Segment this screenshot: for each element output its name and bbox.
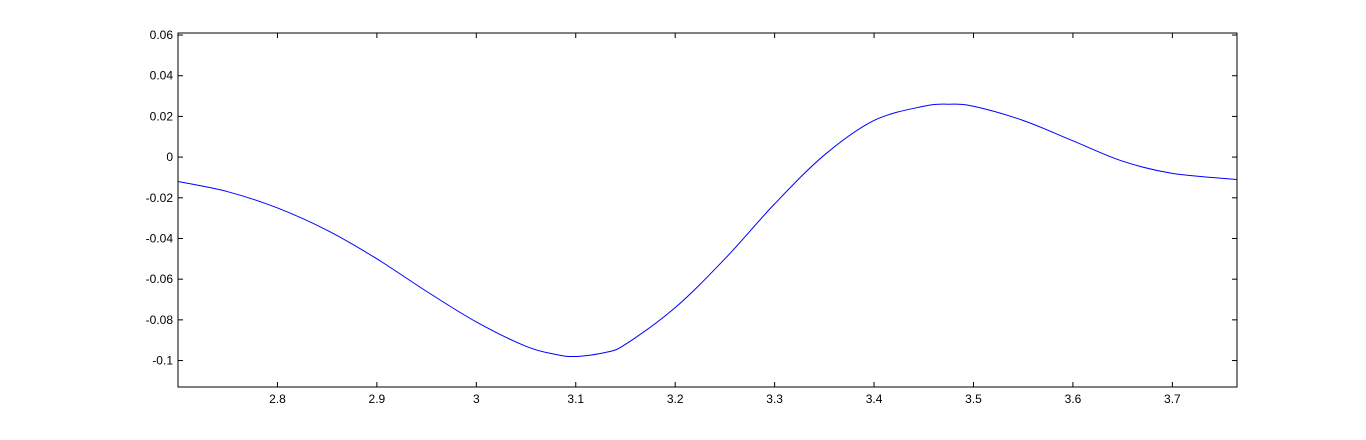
y-tick-label: -0.1	[152, 354, 173, 368]
x-tick-label: 3.2	[667, 392, 684, 406]
y-tick-label: -0.08	[146, 313, 174, 327]
series-layer	[177, 103, 1238, 358]
y-tick-label: 0.02	[150, 109, 174, 123]
series-line-0	[177, 103, 1238, 358]
x-tick-label: 3.1	[567, 392, 584, 406]
y-tick-label: 0.04	[150, 69, 174, 83]
x-tick-label: 3.5	[965, 392, 982, 406]
y-tick-label: -0.04	[146, 231, 174, 245]
x-tick-label: 2.8	[269, 392, 286, 406]
y-tick-label: -0.06	[146, 272, 174, 286]
y-tick-label: 0.06	[150, 28, 174, 42]
x-axis: 2.8 2.9 3 3.1 3.2 3.3 3.4 3.5 3.6 3.7	[269, 33, 1181, 406]
plot-area	[177, 32, 1238, 388]
x-tick-label: 3.4	[866, 392, 883, 406]
y-axis: 0.06 0.04 0.02 0 -0.02 -0.04 -0.06 -0.08 -0.1	[146, 28, 1237, 368]
x-tick-label: 3.3	[766, 392, 783, 406]
x-tick-label: 3	[473, 392, 480, 406]
x-tick-label: 2.9	[369, 392, 386, 406]
x-tick-label: 3.7	[1164, 392, 1181, 406]
y-tick-label: 0	[166, 150, 173, 164]
x-tick-label: 3.6	[1065, 392, 1082, 406]
y-tick-label: -0.02	[146, 191, 174, 205]
